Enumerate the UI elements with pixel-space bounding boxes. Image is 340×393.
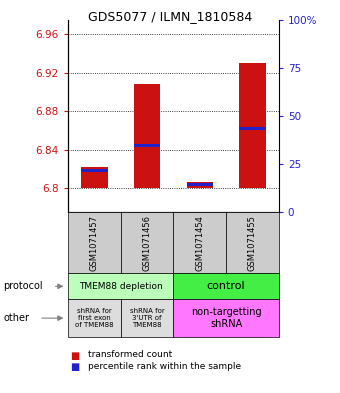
Bar xyxy=(239,127,266,130)
Text: GSM1071454: GSM1071454 xyxy=(195,215,204,271)
Text: shRNA for
3'UTR of
TMEM88: shRNA for 3'UTR of TMEM88 xyxy=(130,308,165,328)
Bar xyxy=(81,167,107,188)
Bar xyxy=(134,144,160,147)
Text: protocol: protocol xyxy=(3,281,43,291)
Bar xyxy=(134,84,160,188)
Text: control: control xyxy=(207,281,245,291)
Text: ■: ■ xyxy=(70,351,79,360)
Text: other: other xyxy=(3,313,29,323)
Text: GSM1071456: GSM1071456 xyxy=(142,215,152,271)
Text: percentile rank within the sample: percentile rank within the sample xyxy=(88,362,241,371)
Text: GSM1071455: GSM1071455 xyxy=(248,215,257,271)
Text: transformed count: transformed count xyxy=(88,350,173,359)
Text: GSM1071457: GSM1071457 xyxy=(90,215,99,271)
Text: GDS5077 / ILMN_1810584: GDS5077 / ILMN_1810584 xyxy=(88,10,252,23)
Text: non-targetting
shRNA: non-targetting shRNA xyxy=(191,307,261,329)
Text: TMEM88 depletion: TMEM88 depletion xyxy=(79,282,163,291)
Bar xyxy=(187,182,213,188)
Text: shRNA for
first exon
of TMEM88: shRNA for first exon of TMEM88 xyxy=(75,308,114,328)
Bar xyxy=(81,169,107,172)
Bar xyxy=(187,183,213,186)
Bar xyxy=(239,63,266,188)
Text: ■: ■ xyxy=(70,362,79,372)
